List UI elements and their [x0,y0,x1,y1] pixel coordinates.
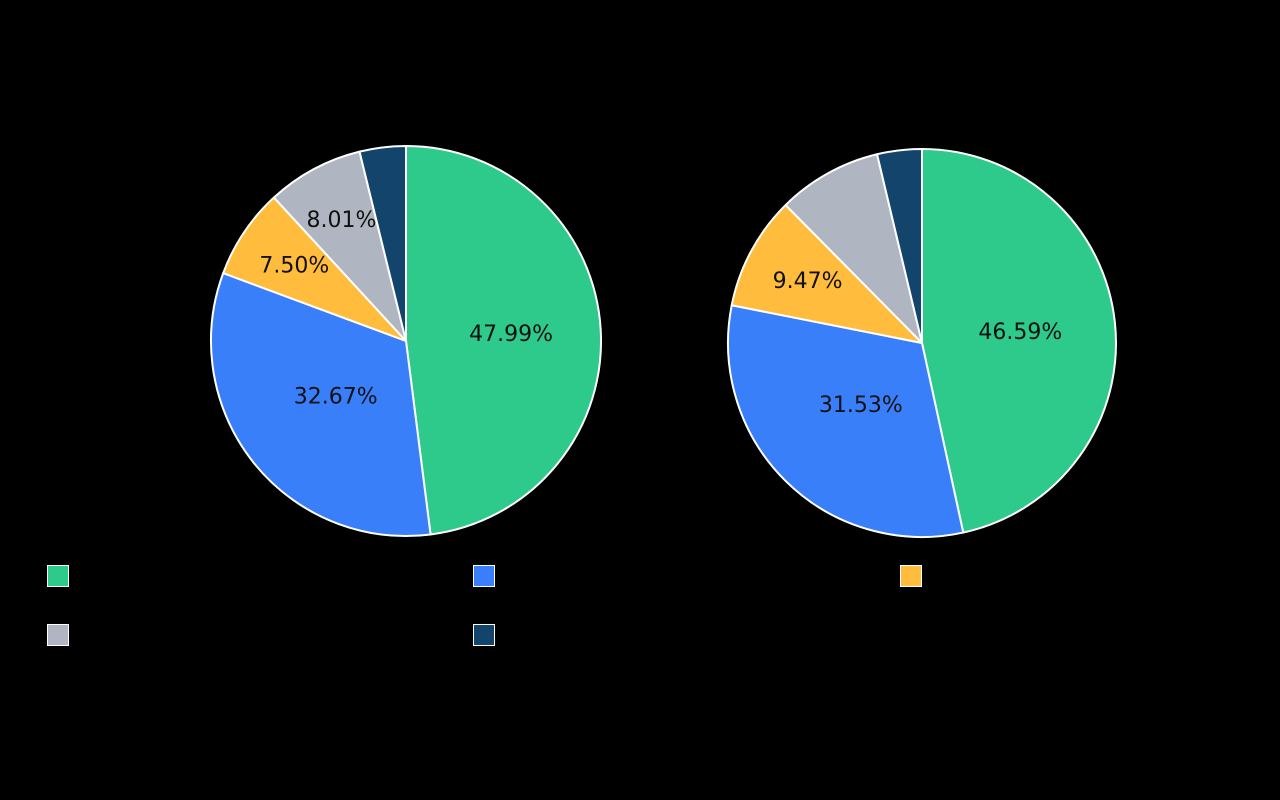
pie-2-slice-1-label: 46.59% [978,320,1062,345]
pie-1-slice-2-label: 32.67% [294,384,378,409]
pie-1-slice-4 [272,150,407,342]
pie-1-slice-4-label: 8.01% [307,208,377,233]
pie-2-slice-3-label: 9.47% [773,269,843,294]
pie-2-slice-1 [921,148,1117,534]
pie-1-slice-2 [210,272,432,537]
pie-1-slice-5 [358,145,407,342]
pie-1-slice-1-label: 47.99% [469,322,553,347]
pie-chart-right: 46.59% 31.53% 9.47% [727,148,1117,538]
pie-1-slice-3-label: 7.50% [259,254,329,279]
pie-2-slice-2-label: 31.53% [819,393,903,418]
pie-2-slice-2 [727,304,965,538]
pie-chart-left: 47.99% 32.67% 7.50% 8.01% [210,145,602,537]
pie-1-slice-1 [405,145,602,536]
pie-2-slice-5 [876,148,923,344]
pie-2-slice-3 [730,204,923,344]
